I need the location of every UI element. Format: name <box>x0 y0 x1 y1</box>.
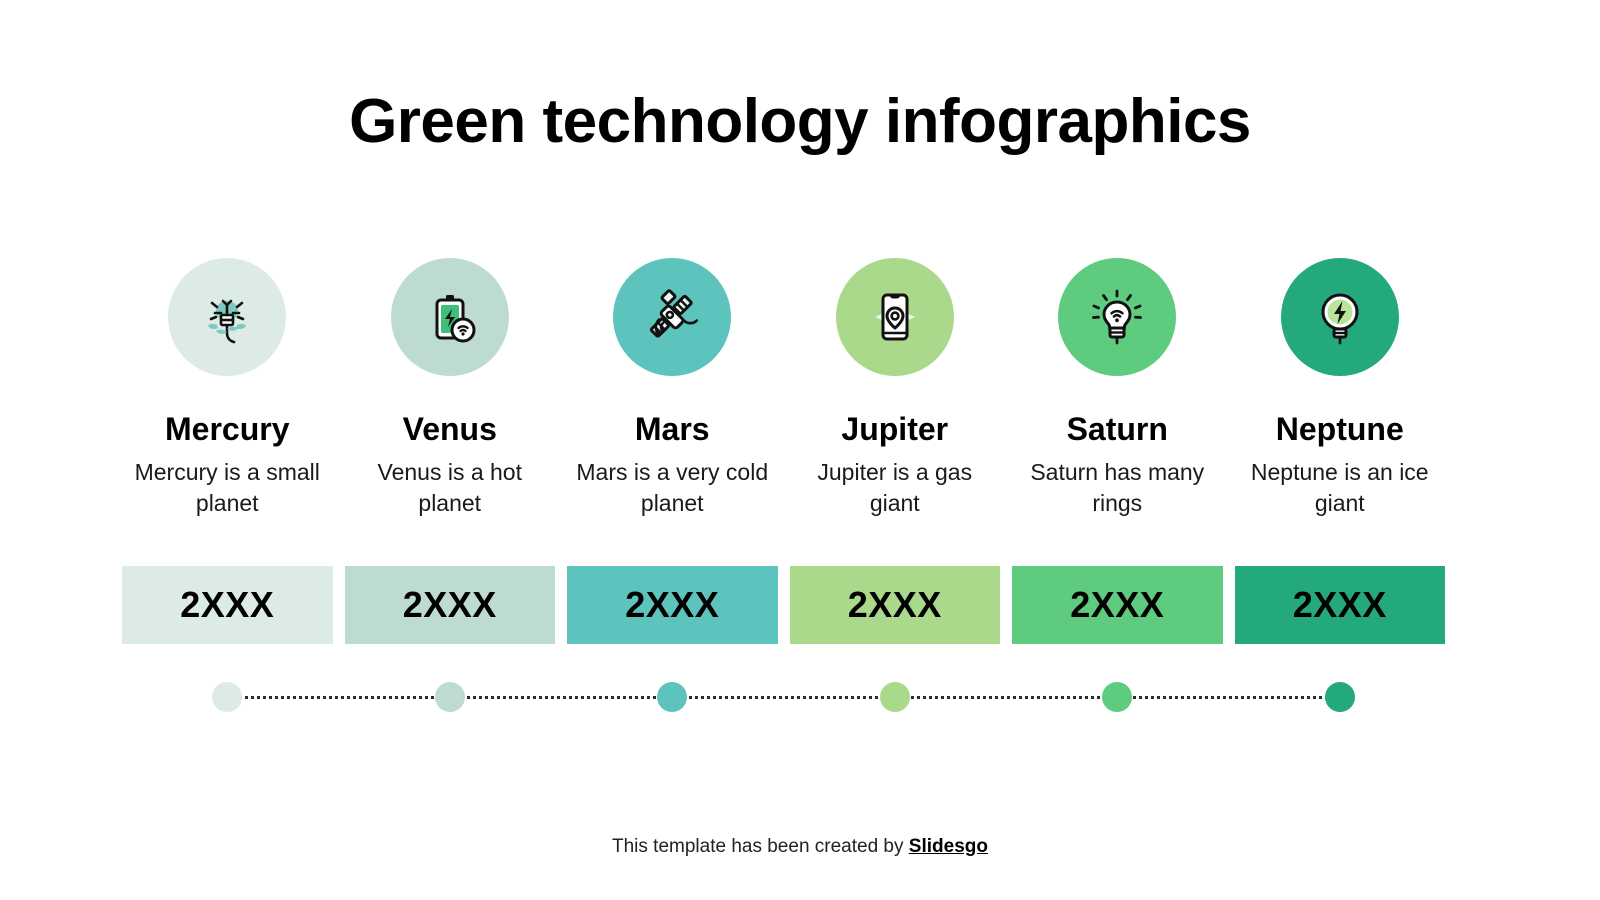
year-label: 2XXX <box>402 584 497 625</box>
year-bars: 2XXX 2XXX 2XXX 2XXX 2XXX 2XXX <box>122 566 1445 644</box>
year-bar-saturn[interactable]: 2XXX <box>1012 566 1223 644</box>
column-saturn[interactable]: Saturn Saturn has many rings <box>1012 258 1223 518</box>
icon-circle-mercury <box>168 258 287 376</box>
column-title: Mercury <box>165 411 290 447</box>
year-label: 2XXX <box>1070 584 1165 625</box>
column-description: Saturn has many rings <box>1030 459 1205 516</box>
smartphone-location-pin-icon <box>863 285 927 349</box>
icon-circle-neptune <box>1280 258 1399 376</box>
timeline <box>122 660 1445 740</box>
year-bar-mars[interactable]: 2XXX <box>567 566 778 644</box>
column-title: Saturn <box>1066 411 1168 447</box>
timeline-dot-mercury[interactable] <box>212 682 243 712</box>
year-label: 2XXX <box>180 584 275 625</box>
timeline-dot-cell-jupiter <box>790 660 1001 734</box>
timeline-dot-mars[interactable] <box>657 682 688 712</box>
smart-bulb-wifi-icon <box>1085 285 1149 349</box>
footer-text: This template has been created by <box>612 836 904 857</box>
column-description: Venus is a hot planet <box>377 459 523 516</box>
year-bar-jupiter[interactable]: 2XXX <box>789 566 1000 644</box>
year-label: 2XXX <box>1292 584 1387 625</box>
timeline-dot-saturn[interactable] <box>1102 682 1133 712</box>
column-description: Mars is a very cold planet <box>576 459 769 516</box>
timeline-dot-cell-venus <box>345 660 556 734</box>
year-label: 2XXX <box>847 584 942 625</box>
column-title: Jupiter <box>841 411 949 447</box>
timeline-dot-cell-saturn <box>1012 660 1223 734</box>
footer-credit: This template has been created by Slides… <box>0 836 1600 858</box>
year-bar-neptune[interactable]: 2XXX <box>1234 566 1445 644</box>
page-title: Green technology infographics <box>349 87 1251 156</box>
column-jupiter[interactable]: Jupiter Jupiter is a gas giant <box>790 258 1001 518</box>
battery-charging-wifi-icon <box>418 285 482 349</box>
icon-circle-saturn <box>1058 258 1177 376</box>
column-title: Venus <box>402 411 497 447</box>
timeline-dot-cell-neptune <box>1235 660 1446 734</box>
year-bar-venus[interactable]: 2XXX <box>344 566 555 644</box>
timeline-dot-row <box>122 660 1445 734</box>
column-title: Neptune <box>1275 411 1404 447</box>
timeline-dot-cell-mars <box>567 660 778 734</box>
icon-circle-venus <box>390 258 509 376</box>
bulb-lightning-icon <box>1308 285 1372 349</box>
column-description: Mercury is a small planet <box>134 459 320 516</box>
timeline-dot-cell-mercury <box>122 660 333 734</box>
column-neptune[interactable]: Neptune Neptune is an ice giant <box>1235 258 1446 518</box>
timeline-dotted-line <box>227 696 1340 699</box>
column-description: Jupiter is a gas giant <box>817 459 973 516</box>
column-mercury[interactable]: Mercury Mercury is a small planet <box>122 258 333 518</box>
year-label: 2XXX <box>625 584 720 625</box>
timeline-dot-neptune[interactable] <box>1324 682 1355 712</box>
year-bar-mercury[interactable]: 2XXX <box>122 566 333 644</box>
column-venus[interactable]: Venus Venus is a hot planet <box>345 258 556 518</box>
planet-columns: Mercury Mercury is a small planet <box>122 258 1445 518</box>
column-mars[interactable]: Mars Mars is a very cold planet <box>567 258 778 518</box>
column-title: Mars <box>634 411 710 447</box>
icon-circle-jupiter <box>835 258 954 376</box>
satellite-icon <box>640 285 704 349</box>
eco-lightbulb-plant-icon <box>195 285 259 349</box>
icon-circle-mars <box>613 258 732 376</box>
timeline-dot-jupiter[interactable] <box>879 682 910 712</box>
column-description: Neptune is an ice giant <box>1250 459 1429 516</box>
slidesgo-link[interactable]: Slidesgo <box>908 836 988 857</box>
timeline-dot-venus[interactable] <box>434 682 465 712</box>
